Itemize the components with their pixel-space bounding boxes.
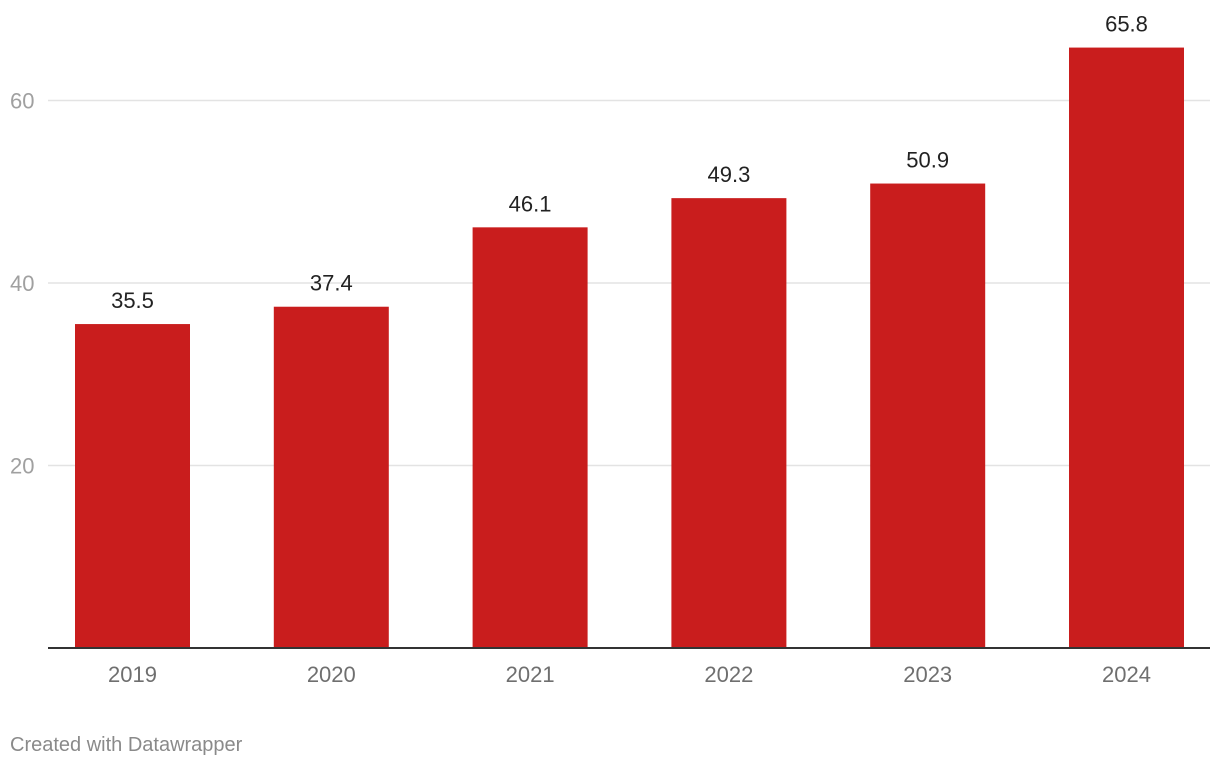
bar-2020 xyxy=(273,306,389,648)
bar-2024 xyxy=(1069,47,1184,648)
gridlines xyxy=(48,99,1210,467)
bar-2019 xyxy=(75,324,190,648)
data-label-2021: 46.1 xyxy=(509,191,552,216)
bar-2021 xyxy=(472,227,588,648)
y-tick-label-60: 60 xyxy=(10,89,34,114)
x-tick-label-2022: 2022 xyxy=(704,662,753,687)
x-tick-label-2021: 2021 xyxy=(506,662,555,687)
data-label-2020: 37.4 xyxy=(310,271,353,296)
x-tick-label-2020: 2020 xyxy=(307,662,356,687)
x-tick-label-2023: 2023 xyxy=(903,662,952,687)
y-tick-label-20: 20 xyxy=(10,454,34,479)
data-label-2019: 35.5 xyxy=(111,288,154,313)
x-tick-label-2019: 2019 xyxy=(108,662,157,687)
data-label-2023: 50.9 xyxy=(906,148,949,173)
bar-2022 xyxy=(671,198,787,648)
bar-2023 xyxy=(870,183,986,648)
footer-credit: Created with Datawrapper xyxy=(10,734,243,756)
data-labels: 35.5 37.4 46.1 49.3 50.9 65.8 xyxy=(111,12,1148,313)
data-label-2022: 49.3 xyxy=(707,162,750,187)
x-tick-label-2024: 2024 xyxy=(1102,662,1151,687)
y-tick-label-40: 40 xyxy=(10,271,34,296)
bars xyxy=(75,47,1184,648)
axes: 20 40 60 2019 2020 2021 2022 2023 2024 xyxy=(10,89,1210,687)
data-label-2024: 65.8 xyxy=(1105,12,1148,37)
